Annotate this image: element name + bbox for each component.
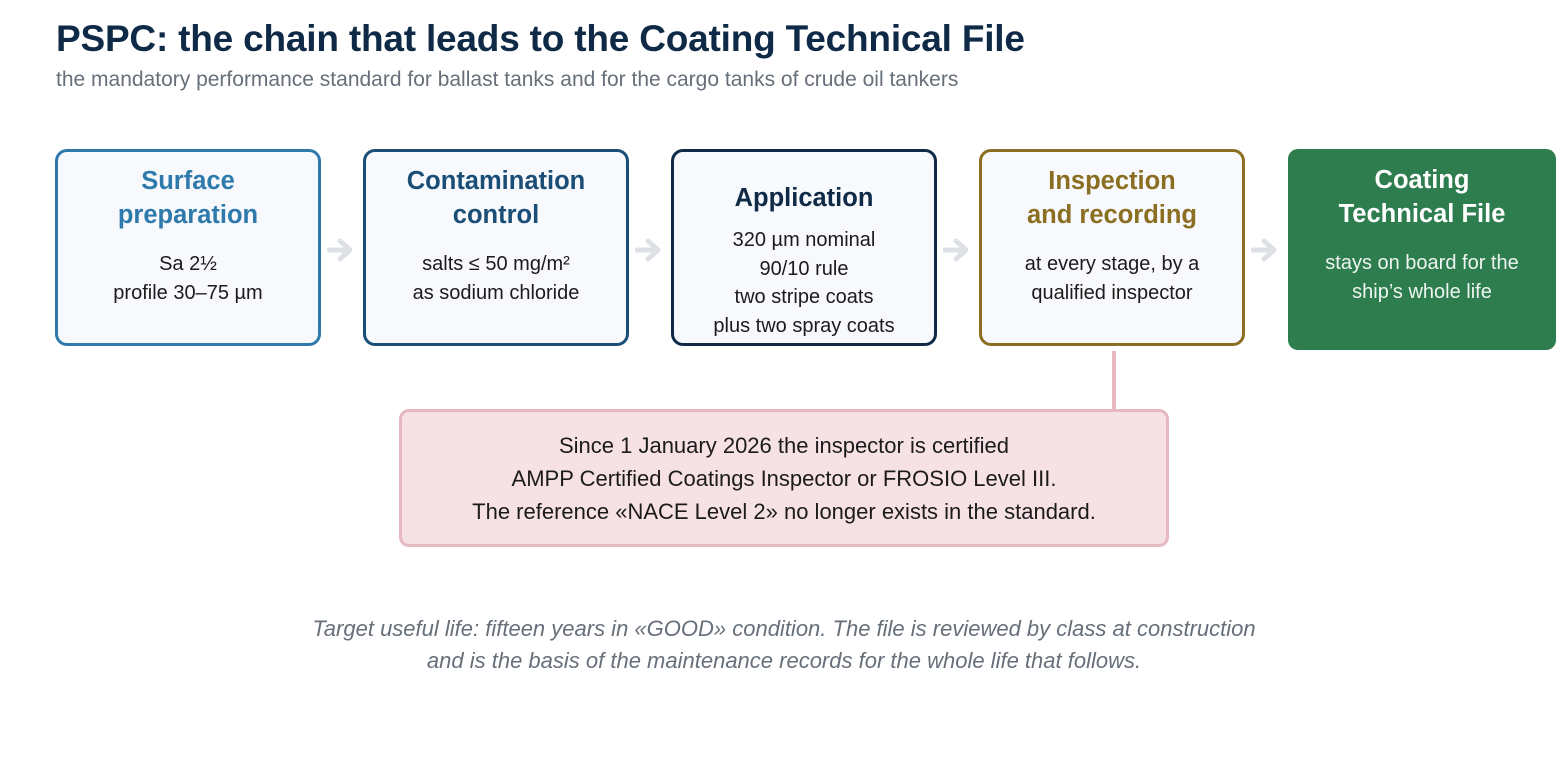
step-body: stays on board for the ship’s whole life [1325, 249, 1518, 306]
step-body: Sa 2½ profile 30–75 µm [113, 250, 262, 307]
note-line: The reference «NACE Level 2» no longer e… [472, 499, 1096, 524]
step-body-line: plus two spray coats [713, 314, 895, 337]
step-title: Inspection and recording [1027, 164, 1197, 232]
step-title: Contamination control [407, 164, 586, 232]
step-title: Surface preparation [118, 164, 258, 232]
step-body-line: Sa 2½ [159, 253, 217, 275]
step-body: salts ≤ 50 mg/m² as sodium chloride [413, 250, 580, 307]
step-coating-technical-file: Coating Technical File stays on board fo… [1288, 149, 1556, 350]
step-title-line: Surface [141, 167, 235, 195]
arrow-right-icon [943, 238, 969, 262]
arrow-right-icon [635, 238, 661, 262]
step-application: Application 320 µm nominal 90/10 rule tw… [671, 149, 937, 346]
page-title: PSPC: the chain that leads to the Coatin… [56, 18, 1025, 59]
step-inspection-recording: Inspection and recording at every stage,… [979, 149, 1245, 346]
step-title-line: and recording [1026, 201, 1198, 229]
note-line: Since 1 January 2026 the inspector is ce… [558, 433, 1010, 458]
arrow-right-icon [1251, 238, 1277, 262]
note-line: AMPP Certified Coatings Inspector or FRO… [511, 466, 1057, 491]
step-title-line: Technical File [1338, 200, 1506, 228]
step-body-line: as sodium chloride [412, 281, 580, 304]
step-body-line: qualified inspector [1031, 281, 1193, 304]
step-title-line: preparation [117, 201, 259, 229]
footer-caption: Target useful life: fifteen years in «GO… [0, 613, 1568, 676]
footer-line: and is the basis of the maintenance reco… [426, 647, 1142, 673]
footer-line: Target useful life: fifteen years in «GO… [312, 616, 1256, 641]
inspector-certification-note: Since 1 January 2026 the inspector is ce… [399, 409, 1169, 547]
step-body: at every stage, by a qualified inspector [1025, 250, 1200, 307]
step-title: Application [735, 181, 874, 215]
connector-line [1112, 351, 1116, 410]
step-title-line: Application [734, 184, 874, 212]
step-body-line: at every stage, by a [1024, 253, 1200, 275]
step-body-line: two stripe coats [734, 286, 874, 308]
step-title-line: Contamination [406, 167, 586, 195]
step-body-line: ship’s whole life [1352, 280, 1492, 303]
step-title-line: control [452, 201, 540, 229]
page-subtitle: the mandatory performance standard for b… [56, 68, 959, 91]
step-body: 320 µm nominal 90/10 rule two stripe coa… [713, 226, 894, 340]
step-title-line: Coating [1374, 166, 1470, 194]
step-body-line: 320 µm nominal [732, 229, 876, 251]
arrow-right-icon [327, 238, 353, 262]
step-body-line: salts ≤ 50 mg/m² [422, 253, 570, 275]
step-contamination-control: Contamination control salts ≤ 50 mg/m² a… [363, 149, 629, 346]
step-body-line: 90/10 rule [759, 257, 849, 280]
step-title: Coating Technical File [1339, 163, 1506, 231]
step-title-line: Inspection [1048, 167, 1176, 195]
step-body-line: profile 30–75 µm [113, 281, 263, 304]
step-body-line: stays on board for the [1325, 252, 1519, 274]
step-surface-preparation: Surface preparation Sa 2½ profile 30–75 … [55, 149, 321, 346]
